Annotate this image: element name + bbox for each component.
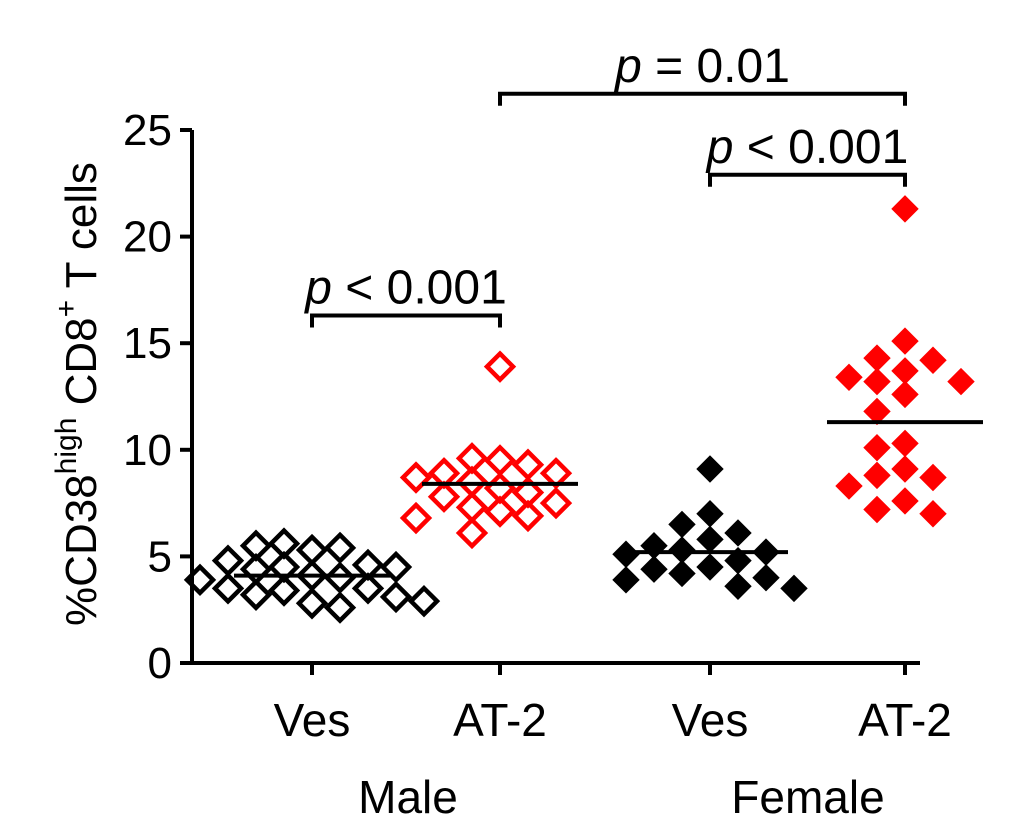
significance-label: p < 0.001	[303, 261, 507, 314]
data-point	[891, 327, 919, 355]
data-point	[835, 472, 863, 500]
data-point	[947, 367, 975, 396]
x-tick-label: Ves	[274, 694, 351, 746]
data-point	[539, 486, 573, 520]
data-point	[919, 500, 947, 528]
data-point	[696, 553, 724, 581]
y-tick-label: 5	[148, 532, 172, 581]
data-point	[511, 499, 545, 533]
data-point	[483, 444, 517, 477]
data-point	[640, 532, 668, 560]
data-point	[539, 457, 573, 490]
data-point	[863, 433, 891, 462]
data-point	[323, 591, 357, 624]
data-point	[399, 461, 433, 494]
data-point	[239, 578, 273, 611]
data-point	[863, 495, 891, 524]
y-tick-label: 10	[123, 426, 172, 475]
y-tick-label: 20	[123, 213, 172, 262]
data-point	[863, 367, 891, 396]
data-point	[668, 536, 696, 564]
data-point	[891, 455, 919, 483]
significance-bracket	[708, 172, 907, 187]
data-point	[211, 572, 245, 605]
data-point	[891, 195, 919, 223]
data-point	[696, 500, 724, 528]
data-point	[891, 380, 919, 409]
data-point	[724, 572, 752, 600]
data-point	[891, 429, 919, 458]
data-point	[351, 572, 385, 605]
data-point	[455, 491, 489, 524]
data-point	[780, 574, 808, 603]
data-point	[891, 487, 919, 515]
data-point	[919, 346, 947, 374]
y-tick-label: 25	[123, 106, 172, 155]
data-point	[379, 580, 413, 614]
significance-label: p < 0.001	[705, 121, 909, 174]
data-point	[483, 350, 517, 383]
data-point	[863, 461, 891, 490]
data-point	[455, 516, 489, 550]
group-label: Female	[731, 771, 884, 823]
data-point	[640, 555, 668, 583]
significance-label: p = 0.01	[613, 40, 790, 93]
data-point	[919, 463, 947, 492]
data-point	[183, 563, 217, 597]
data-point	[724, 519, 752, 547]
x-tick-label: AT-2	[858, 694, 952, 746]
data-point	[835, 363, 863, 392]
y-tick-label: 0	[148, 639, 172, 688]
data-point	[295, 533, 329, 567]
data-point	[399, 501, 433, 535]
data-point	[696, 455, 724, 483]
data-point	[483, 495, 517, 528]
group-label: Male	[358, 771, 458, 823]
data-point	[863, 397, 891, 426]
data-point	[323, 561, 357, 594]
data-point	[427, 480, 461, 513]
y-axis-title: %CD38high CD8+ T cells	[50, 162, 106, 626]
data-point	[668, 510, 696, 539]
data-point	[668, 559, 696, 588]
data-point	[891, 357, 919, 385]
data-point	[863, 344, 891, 372]
data-point	[267, 574, 301, 607]
data-point	[511, 448, 545, 481]
data-point	[407, 584, 441, 618]
y-tick-label: 15	[123, 319, 172, 368]
data-point	[323, 531, 357, 565]
significance-bracket	[498, 91, 907, 106]
x-tick-label: AT-2	[453, 694, 547, 746]
data-point	[696, 525, 724, 554]
data-point	[612, 540, 640, 568]
significance-bracket	[310, 313, 502, 328]
data-point	[295, 587, 329, 620]
data-point	[379, 550, 413, 584]
x-tick-label: Ves	[672, 694, 749, 746]
data-point	[211, 544, 245, 577]
data-point	[752, 564, 780, 592]
data-point	[612, 566, 640, 594]
